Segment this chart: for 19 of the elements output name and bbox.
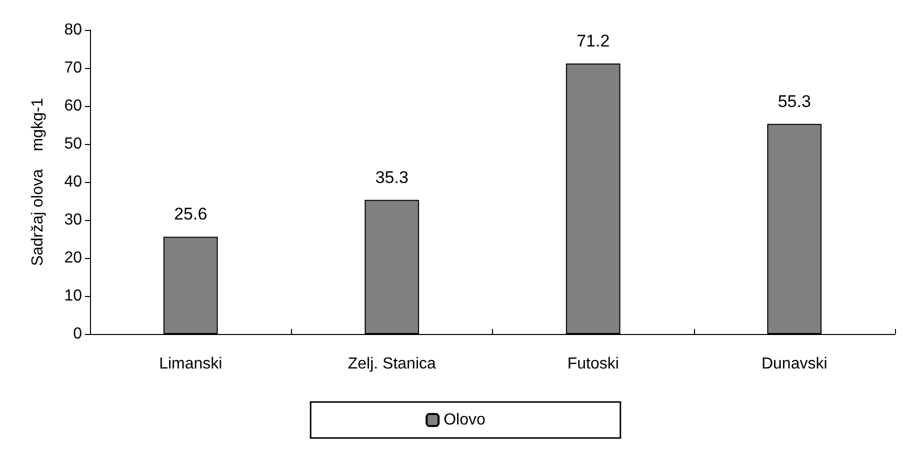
y-tick-label: 10 [64,288,82,304]
y-tick-label: 40 [64,174,82,190]
x-tick-label: Zelj. Stanica [348,356,436,372]
data-label: 71.2 [576,31,610,50]
y-tick-label: 70 [64,60,82,76]
legend-label: Olovo [444,412,486,428]
y-tick-label: 0 [73,326,82,342]
x-tick-label: Dunavski [761,356,828,372]
x-tick-label: Futoski [567,356,619,372]
data-label: 55.3 [778,92,811,111]
data-label: 25.6 [174,204,208,224]
y-tick-label: 30 [64,212,82,228]
y-tick-label: 20 [64,250,82,266]
y-tick-label: 60 [64,98,82,114]
y-axis-title: Sadržaj olova mgkg-1 [30,98,46,266]
y-tick-label: 80 [64,22,82,38]
x-tick-label: Limanski [159,356,222,372]
y-tick-label: 50 [64,136,82,152]
data-label: 35.3 [375,168,408,187]
